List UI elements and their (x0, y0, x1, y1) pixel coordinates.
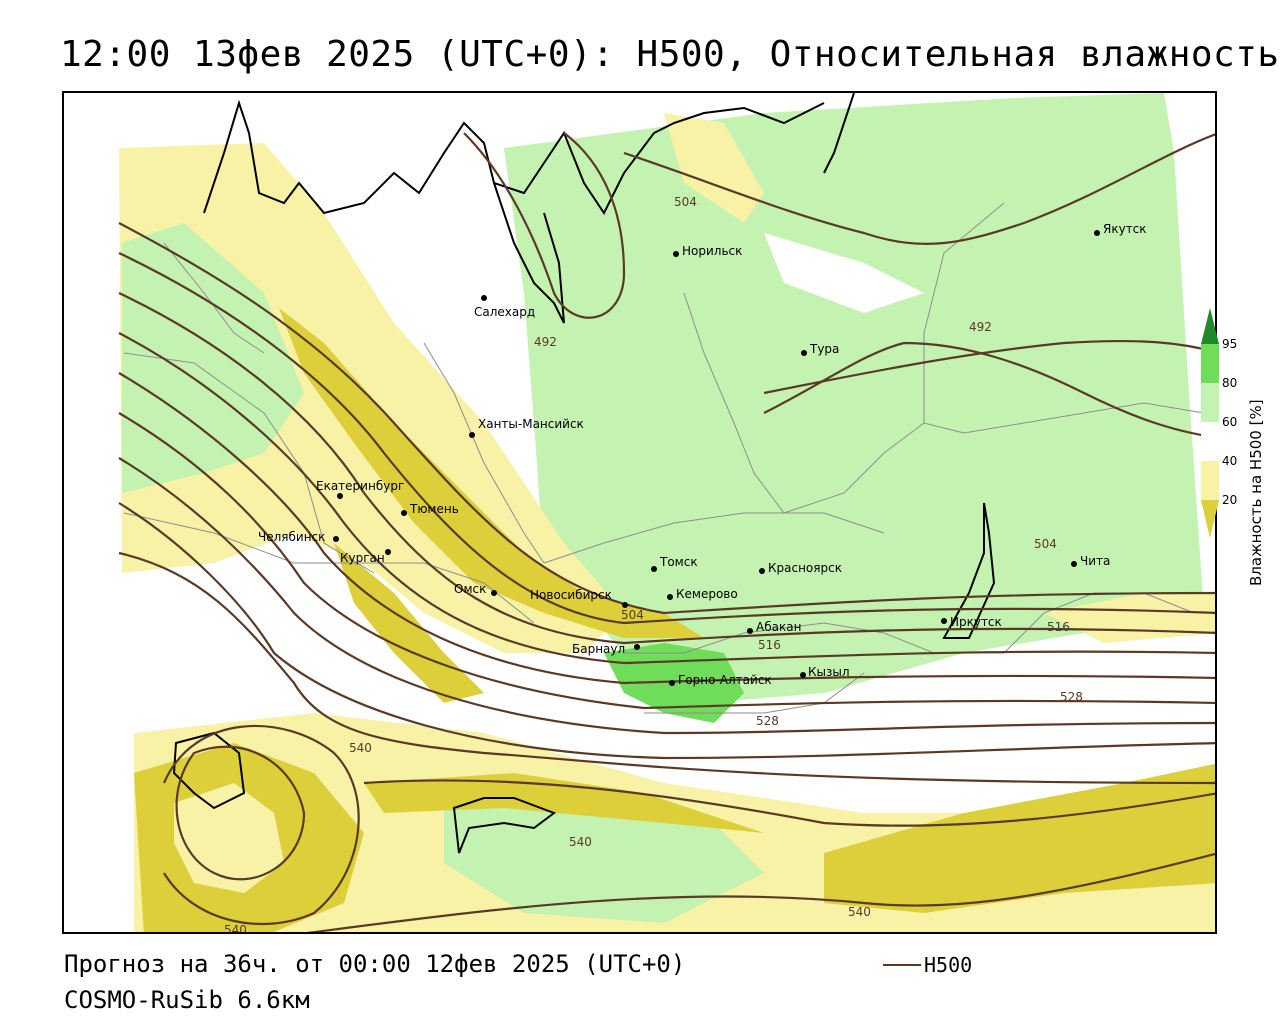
city-label: Салехард (474, 305, 535, 319)
city-kemerovo[interactable]: Кемерово (667, 587, 738, 601)
contour-labels: 504 492 492 504 504 516 516 528 528 540 … (224, 195, 1083, 934)
city-label: Иркутск (950, 615, 1002, 629)
contour-label: 504 (674, 195, 697, 209)
city-omsk[interactable]: Омск (454, 582, 497, 596)
city-gorno-altaysk[interactable]: Горно-Алтайск (669, 673, 772, 687)
colorbar-tick: 80 (1222, 376, 1238, 390)
city-label: Норильск (682, 244, 742, 258)
city-label: Тюмень (409, 502, 459, 516)
humidity-0-20-strip (364, 773, 764, 833)
city-tura[interactable]: Тура (801, 342, 839, 356)
city-tyumen[interactable]: Тюмень (401, 502, 459, 516)
colorbar-segment-0-20 (1201, 500, 1219, 538)
city-label: Барнаул (572, 642, 625, 656)
city-label: Кызыл (808, 665, 850, 679)
colorbar-segment-60-80 (1201, 383, 1219, 422)
city-label: Абакан (756, 620, 801, 634)
contour-label: 528 (756, 714, 779, 728)
city-label: Тура (809, 342, 839, 356)
contour-label: 540 (224, 923, 247, 934)
h500-legend-label: H500 (924, 953, 973, 977)
colorbar-tick: 40 (1222, 454, 1238, 468)
contour-label: 540 (349, 741, 372, 755)
city-label: Новосибирск (530, 588, 612, 602)
humidity-colorbar (1201, 308, 1219, 538)
humidity-40-60-north (764, 233, 924, 313)
city-barnaul[interactable]: Барнаул (572, 642, 640, 656)
city-label: Челябинск (258, 530, 325, 544)
city-kyzyl[interactable]: Кызыл (800, 665, 850, 679)
contour-label: 516 (758, 638, 781, 652)
colorbar-segment-20-40 (1201, 461, 1219, 500)
city-label: Кемерово (676, 587, 738, 601)
cities: Якутск Норильск Салехард Тура Ханты-Манс… (258, 222, 1147, 687)
colorbar-segment-40-60 (1201, 422, 1219, 461)
contour-label: 492 (969, 320, 992, 334)
humidity-60-80-ne (504, 93, 1204, 703)
map-canvas: 504 492 492 504 504 516 516 528 528 540 … (118, 93, 1215, 934)
city-novosibirsk[interactable]: Новосибирск (530, 588, 628, 608)
map-panel: 504 492 492 504 504 516 516 528 528 540 … (62, 91, 1217, 934)
humidity-0-20-jet (279, 308, 704, 638)
h500-legend-line (883, 964, 921, 966)
admin-boundaries (123, 202, 1205, 714)
colorbar-tick: 20 (1222, 493, 1238, 507)
forecast-info: Прогноз на 36ч. от 00:00 12фев 2025 (UTC… (64, 950, 686, 978)
model-name: COSMO-RuSib 6.6км (64, 986, 310, 1014)
city-krasnoyarsk[interactable]: Красноярск (759, 561, 842, 575)
colorbar-title: Влажность на H500 [%] (1247, 399, 1265, 586)
city-label: Омск (454, 582, 486, 596)
city-abakan[interactable]: Абакан (747, 620, 801, 634)
humidity-20-40-north (664, 113, 764, 223)
contour-label: 528 (1060, 690, 1083, 704)
city-label: Красноярск (768, 561, 842, 575)
h500-contours (118, 132, 1215, 932)
contour-label: 540 (569, 835, 592, 849)
humidity-60-80-west (122, 223, 304, 493)
colorbar-segment-95 (1201, 308, 1219, 344)
colorbar-tick: 60 (1222, 415, 1238, 429)
humidity-0-20-ural (334, 543, 484, 703)
humidity-field (119, 93, 1215, 932)
city-label: Горно-Алтайск (678, 673, 772, 687)
contour-label: 504 (1034, 537, 1057, 551)
city-chita[interactable]: Чита (1071, 554, 1110, 568)
city-kurgan[interactable]: Курган (340, 549, 391, 565)
colorbar-segment-80-95 (1201, 344, 1219, 383)
city-khanty-mansiysk[interactable]: Ханты-Мансийск (469, 417, 584, 438)
city-salekhard[interactable]: Салехард (474, 295, 535, 319)
city-chelyabinsk[interactable]: Челябинск (258, 530, 339, 544)
contour-label: 504 (621, 608, 644, 622)
city-label: Ханты-Мансийск (478, 417, 584, 431)
contour-label: 492 (534, 335, 557, 349)
coastline (172, 93, 996, 854)
city-label: Чита (1080, 554, 1110, 568)
contour-label: 540 (848, 905, 871, 919)
city-label: Томск (659, 555, 698, 569)
city-label: Якутск (1103, 222, 1147, 236)
map-title: 12:00 13фев 2025 (UTC+0): H500, Относите… (60, 34, 1280, 75)
city-yakutsk[interactable]: Якутск (1094, 222, 1147, 236)
city-norilsk[interactable]: Норильск (673, 244, 742, 258)
colorbar-tick: 95 (1222, 337, 1238, 351)
contour-label: 516 (1047, 620, 1070, 634)
city-tomsk[interactable]: Томск (651, 555, 698, 572)
city-label: Курган (340, 551, 385, 565)
city-label: Екатеринбург (316, 479, 404, 493)
humidity-0-20-se (824, 763, 1215, 913)
city-yekaterinburg[interactable]: Екатеринбург (316, 479, 404, 499)
city-irkutsk[interactable]: Иркутск (941, 615, 1002, 629)
